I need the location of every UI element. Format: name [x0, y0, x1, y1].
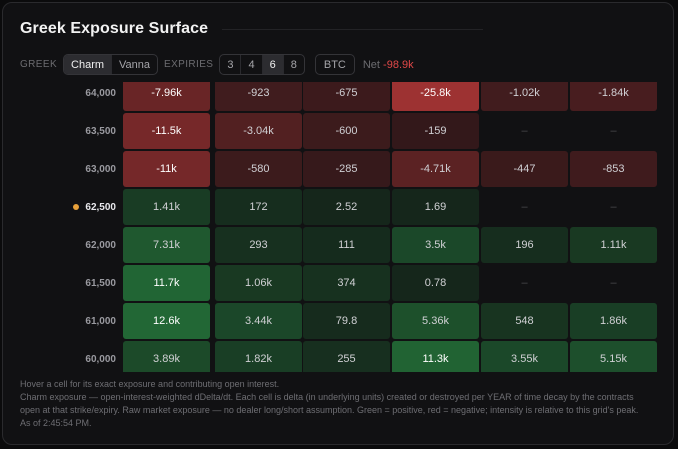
strike-label: 62,000	[3, 227, 116, 263]
exposure-cell[interactable]: -853	[570, 151, 657, 187]
grid-row: 63,000 -11k -580 -285 -4.71k -447 -853	[3, 151, 673, 187]
strike-label: 61,000	[3, 303, 116, 339]
exposure-cell[interactable]: 2.52	[303, 189, 390, 225]
net-label: Net	[362, 58, 380, 71]
grid-row: 64,000 -7.96k -923 -675 -25.8k -1.02k -1.84k	[3, 82, 673, 111]
greek-label: GREEK	[20, 59, 58, 70]
title-divider	[222, 28, 483, 30]
exposure-cell[interactable]: –	[521, 277, 528, 289]
strike-value: 63,000	[85, 163, 116, 175]
strike-label: 60,000	[3, 341, 116, 372]
exposure-cell[interactable]: -1.84k	[570, 82, 657, 111]
exposure-cell[interactable]: –	[610, 201, 617, 213]
strike-value: 64,000	[85, 87, 116, 99]
grid-row: 63,500 -11.5k -3.04k -600 -159 – –	[3, 113, 673, 149]
hover-hint: Hover a cell for its exact exposure and …	[20, 379, 280, 389]
exposure-grid: 64,000 -7.96k -923 -675 -25.8k -1.02k -1.84k 63…	[3, 82, 673, 372]
exposure-cell[interactable]: 255	[303, 341, 390, 372]
grid-row: 61,500 11.7k 1.06k 374 0.78 – –	[3, 265, 673, 301]
strike-value: 60,000	[85, 353, 116, 365]
exposure-cell[interactable]: 0.78	[392, 265, 479, 301]
exposure-cell[interactable]: -580	[215, 151, 302, 187]
greek-exposure-panel: Greek Exposure Surface GREEK Charm Vanna…	[2, 2, 674, 445]
strike-value: 61,500	[85, 277, 116, 289]
grid-row: 62,000 7.31k 293 111 3.5k 196 1.11k	[3, 227, 673, 263]
exposure-cell[interactable]: 79.8	[303, 303, 390, 339]
exposure-cell[interactable]: 12.6k	[123, 303, 210, 339]
exposure-cell[interactable]: 11.7k	[123, 265, 210, 301]
controls-bar: GREEK Charm Vanna EXPIRIES 3 4 6 8 BTC N…	[20, 54, 414, 75]
net-value: -98.9k	[383, 58, 414, 71]
strike-label: 61,500	[3, 265, 116, 301]
expiry-option[interactable]: 3	[227, 58, 234, 71]
exposure-cell[interactable]: -675	[303, 82, 390, 111]
spot-price-marker-icon	[73, 204, 80, 210]
expiry-option[interactable]: 4	[240, 55, 261, 74]
strike-label: 64,000	[3, 82, 116, 111]
footer-notes: Hover a cell for its exact exposure and …	[20, 378, 650, 430]
net-exposure: Net -98.9k	[363, 59, 414, 71]
exposure-cell[interactable]: 3.44k	[215, 303, 302, 339]
exposure-cell[interactable]: 196	[481, 227, 568, 263]
exposure-cell[interactable]: -25.8k	[392, 82, 479, 111]
exposure-cell[interactable]: 1.11k	[570, 227, 657, 263]
exposure-cell[interactable]: 374	[303, 265, 390, 301]
expiries-selector: 3 4 6 8	[219, 54, 305, 75]
exposure-cell[interactable]: -159	[392, 113, 479, 149]
greek-option-charm[interactable]: Charm	[64, 55, 112, 74]
exposure-cell[interactable]: 1.69	[392, 189, 479, 225]
strike-value: 62,500	[85, 201, 116, 213]
expiry-option[interactable]: 6	[261, 55, 283, 74]
exposure-cell[interactable]: –	[521, 125, 528, 137]
exposure-cell[interactable]: 7.31k	[123, 227, 210, 263]
exposure-cell[interactable]: 3.89k	[123, 341, 210, 372]
exposure-cell[interactable]: 1.86k	[570, 303, 657, 339]
expiries-label: EXPIRIES	[164, 59, 214, 70]
exposure-cell[interactable]: -923	[215, 82, 302, 111]
strike-label: 63,000	[3, 151, 116, 187]
exposure-cell[interactable]: 3.5k	[392, 227, 479, 263]
exposure-cell[interactable]: -285	[303, 151, 390, 187]
exposure-cell[interactable]: -600	[303, 113, 390, 149]
exposure-cell[interactable]: –	[610, 277, 617, 289]
exposure-cell[interactable]: 172	[215, 189, 302, 225]
grid-row: 60,000 3.89k 1.82k 255 11.3k 3.55k 5.15k	[3, 341, 673, 372]
exposure-cell[interactable]: 11.3k	[392, 341, 479, 372]
panel-title: Greek Exposure Surface	[20, 20, 209, 37]
exposure-cell[interactable]: -1.02k	[481, 82, 568, 111]
exposure-cell[interactable]: -11k	[123, 151, 210, 187]
exposure-cell[interactable]: 5.15k	[570, 341, 657, 372]
exposure-cell[interactable]: -4.71k	[392, 151, 479, 187]
exposure-cell[interactable]: 1.41k	[123, 189, 210, 225]
exposure-cell[interactable]: 3.55k	[481, 341, 568, 372]
grid-description: Charm exposure — open-interest-weighted …	[20, 392, 639, 428]
strike-value: 62,000	[85, 239, 116, 251]
header: Greek Exposure Surface	[20, 17, 483, 41]
strike-value: 61,000	[85, 315, 116, 327]
grid-row: 62,500 1.41k 172 2.52 1.69 – –	[3, 189, 673, 225]
exposure-cell[interactable]: 5.36k	[392, 303, 479, 339]
strike-label: 63,500	[3, 113, 116, 149]
strike-value: 63,500	[85, 125, 116, 137]
exposure-cell[interactable]: -3.04k	[215, 113, 302, 149]
exposure-cell[interactable]: 1.82k	[215, 341, 302, 372]
greek-option-vanna[interactable]: Vanna	[111, 55, 157, 74]
exposure-cell[interactable]: -447	[481, 151, 568, 187]
exposure-cell[interactable]: 548	[481, 303, 568, 339]
exposure-cell[interactable]: –	[610, 125, 617, 137]
exposure-cell[interactable]: –	[521, 201, 528, 213]
grid-row: 61,000 12.6k 3.44k 79.8 5.36k 548 1.86k	[3, 303, 673, 339]
exposure-cell[interactable]: 111	[303, 227, 390, 263]
expiry-option[interactable]: 8	[282, 55, 304, 74]
exposure-cell[interactable]: 293	[215, 227, 302, 263]
asset-button[interactable]: BTC	[314, 54, 355, 75]
strike-label: 62,500	[3, 189, 116, 225]
exposure-cell[interactable]: -11.5k	[123, 113, 210, 149]
exposure-cell[interactable]: 1.06k	[215, 265, 302, 301]
exposure-cell[interactable]: -7.96k	[123, 82, 210, 111]
greek-selector: Charm Vanna	[63, 54, 159, 75]
